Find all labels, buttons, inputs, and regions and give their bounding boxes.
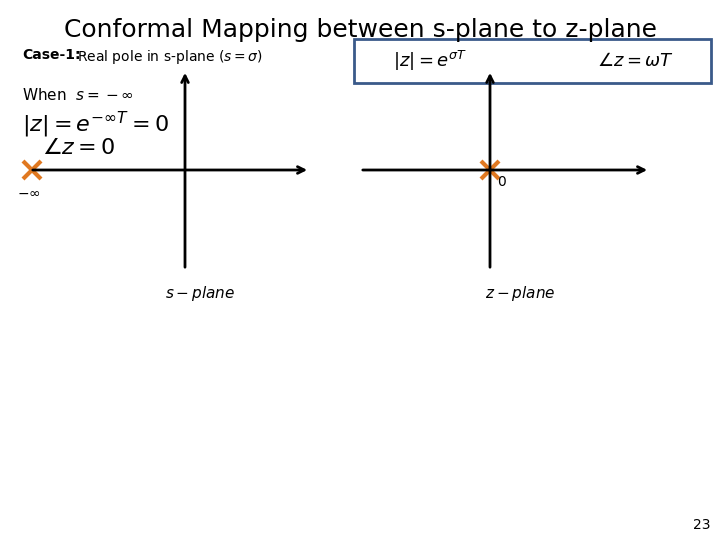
Text: Case-1:: Case-1: <box>22 48 81 62</box>
Text: $|z| = e^{\sigma T}$: $|z| = e^{\sigma T}$ <box>393 49 467 73</box>
Text: $\angle z = \omega T$: $\angle z = \omega T$ <box>597 52 673 70</box>
Text: 0: 0 <box>497 175 505 189</box>
Text: Conformal Mapping between s-plane to z-plane: Conformal Mapping between s-plane to z-p… <box>63 18 657 42</box>
Text: 23: 23 <box>693 518 710 532</box>
Text: $-\infty$: $-\infty$ <box>17 186 41 200</box>
Text: When  $s = -\infty$: When $s = -\infty$ <box>22 87 134 103</box>
Text: $z-plane$: $z-plane$ <box>485 284 555 303</box>
Text: $\angle z = 0$: $\angle z = 0$ <box>42 137 116 158</box>
Text: $|z| = e^{-\infty T} = 0$: $|z| = e^{-\infty T} = 0$ <box>22 110 169 140</box>
Text: $s-plane$: $s-plane$ <box>165 284 235 303</box>
Text: Real pole in s-plane ($s = \sigma$): Real pole in s-plane ($s = \sigma$) <box>77 48 263 66</box>
FancyBboxPatch shape <box>354 39 711 83</box>
